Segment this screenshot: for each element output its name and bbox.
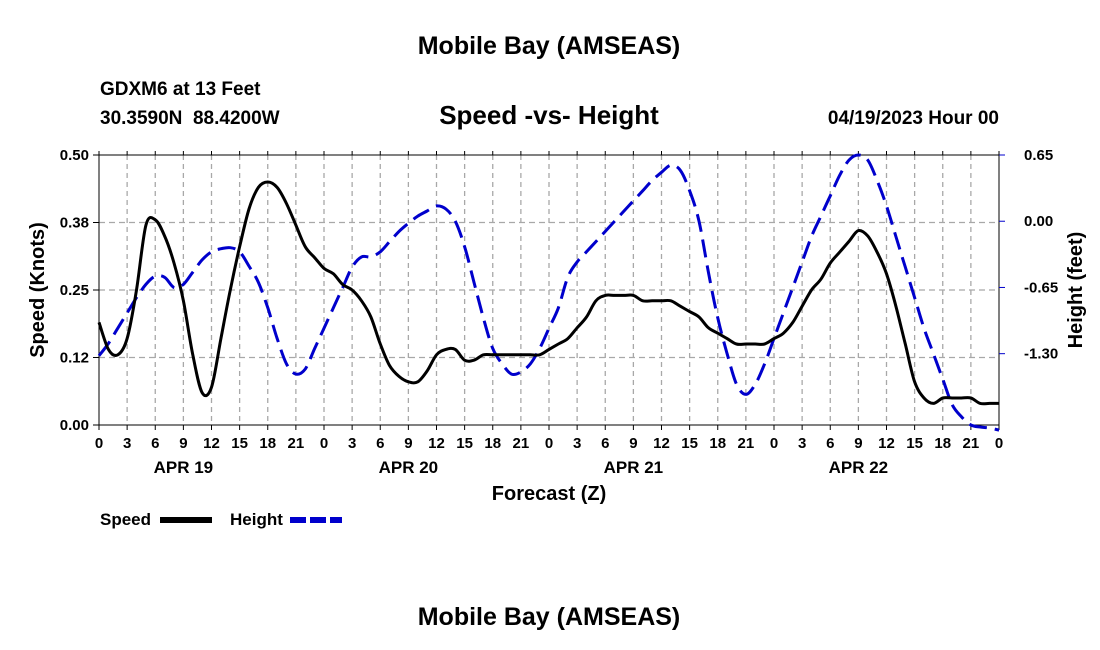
y-axis-label-left: Speed (Knots) [27, 222, 49, 358]
x-tick-label: 0 [95, 435, 103, 452]
x-tick-label: 15 [906, 435, 923, 452]
x-tick-label: 12 [203, 435, 220, 452]
x-tick-label: 6 [601, 435, 609, 452]
x-tick-label: 18 [934, 435, 951, 452]
day-label: APR 20 [379, 458, 439, 477]
left-tick-label: 0.38 [60, 215, 89, 232]
x-tick-label: 3 [348, 435, 356, 452]
left-axis-ticks: 0.00 0.12 0.25 0.38 0.50 [60, 147, 99, 434]
chart-title: Speed -vs- Height [439, 100, 659, 130]
legend-speed-label: Speed [100, 510, 151, 529]
x-tick-label: 12 [878, 435, 895, 452]
right-axis-ticks: -1.30 -0.65 0.00 0.65 [999, 147, 1058, 363]
x-tick-label: 18 [259, 435, 276, 452]
x-tick-label: 21 [513, 435, 530, 452]
left-tick-label: 0.12 [60, 350, 89, 367]
x-axis-ticks: 0 3 6 9 12 15 18 21 0 3 6 9 12 15 18 21 0 3 6 9 12 15 18 21 0 3 6 9… [95, 151, 1003, 452]
station-coords: 30.3590N 88.4200W [100, 108, 280, 129]
x-tick-label: 18 [484, 435, 501, 452]
grid-lines [99, 155, 999, 425]
x-tick-label: 3 [798, 435, 806, 452]
x-tick-label: 21 [288, 435, 305, 452]
height-series-line [97, 153, 1000, 432]
x-tick-label: 9 [629, 435, 637, 452]
station-label: GDXM6 at 13 Feet [100, 79, 261, 100]
x-tick-label: 15 [681, 435, 698, 452]
x-tick-label: 18 [709, 435, 726, 452]
x-tick-label: 0 [545, 435, 553, 452]
x-tick-label: 15 [456, 435, 473, 452]
x-tick-label: 15 [231, 435, 248, 452]
x-tick-label: 9 [179, 435, 187, 452]
main-title: Mobile Bay (AMSEAS) [418, 32, 681, 60]
left-tick-label: 0.50 [60, 147, 89, 164]
x-tick-label: 3 [123, 435, 131, 452]
run-time: 04/19/2023 Hour 00 [828, 108, 999, 129]
x-tick-label: 21 [963, 435, 980, 452]
left-tick-label: 0.25 [60, 282, 89, 299]
x-tick-label: 6 [151, 435, 159, 452]
day-label: APR 22 [829, 458, 889, 477]
x-tick-label: 9 [404, 435, 412, 452]
x-tick-label: 12 [653, 435, 670, 452]
right-tick-label: -0.65 [1024, 279, 1058, 296]
right-tick-label: -1.30 [1024, 346, 1058, 363]
left-tick-label: 0.00 [60, 417, 89, 434]
speed-series-line [97, 180, 999, 406]
x-tick-label: 9 [854, 435, 862, 452]
x-tick-label: 6 [826, 435, 834, 452]
x-tick-label: 21 [738, 435, 755, 452]
y-axis-label-right: Height (feet) [1065, 232, 1087, 349]
x-tick-label: 0 [770, 435, 778, 452]
x-axis-label: Forecast (Z) [492, 483, 606, 505]
day-labels: APR 19 APR 20 APR 21 APR 22 [154, 458, 889, 477]
x-tick-label: 6 [376, 435, 384, 452]
x-tick-label: 12 [428, 435, 445, 452]
day-label: APR 21 [604, 458, 664, 477]
x-tick-label: 0 [995, 435, 1003, 452]
day-label: APR 19 [154, 458, 214, 477]
right-tick-label: 0.00 [1024, 213, 1053, 230]
right-tick-label: 0.65 [1024, 147, 1053, 164]
legend-height-label: Height [230, 510, 283, 529]
footer-title: Mobile Bay (AMSEAS) [418, 603, 681, 631]
x-tick-label: 0 [320, 435, 328, 452]
x-tick-label: 3 [573, 435, 581, 452]
